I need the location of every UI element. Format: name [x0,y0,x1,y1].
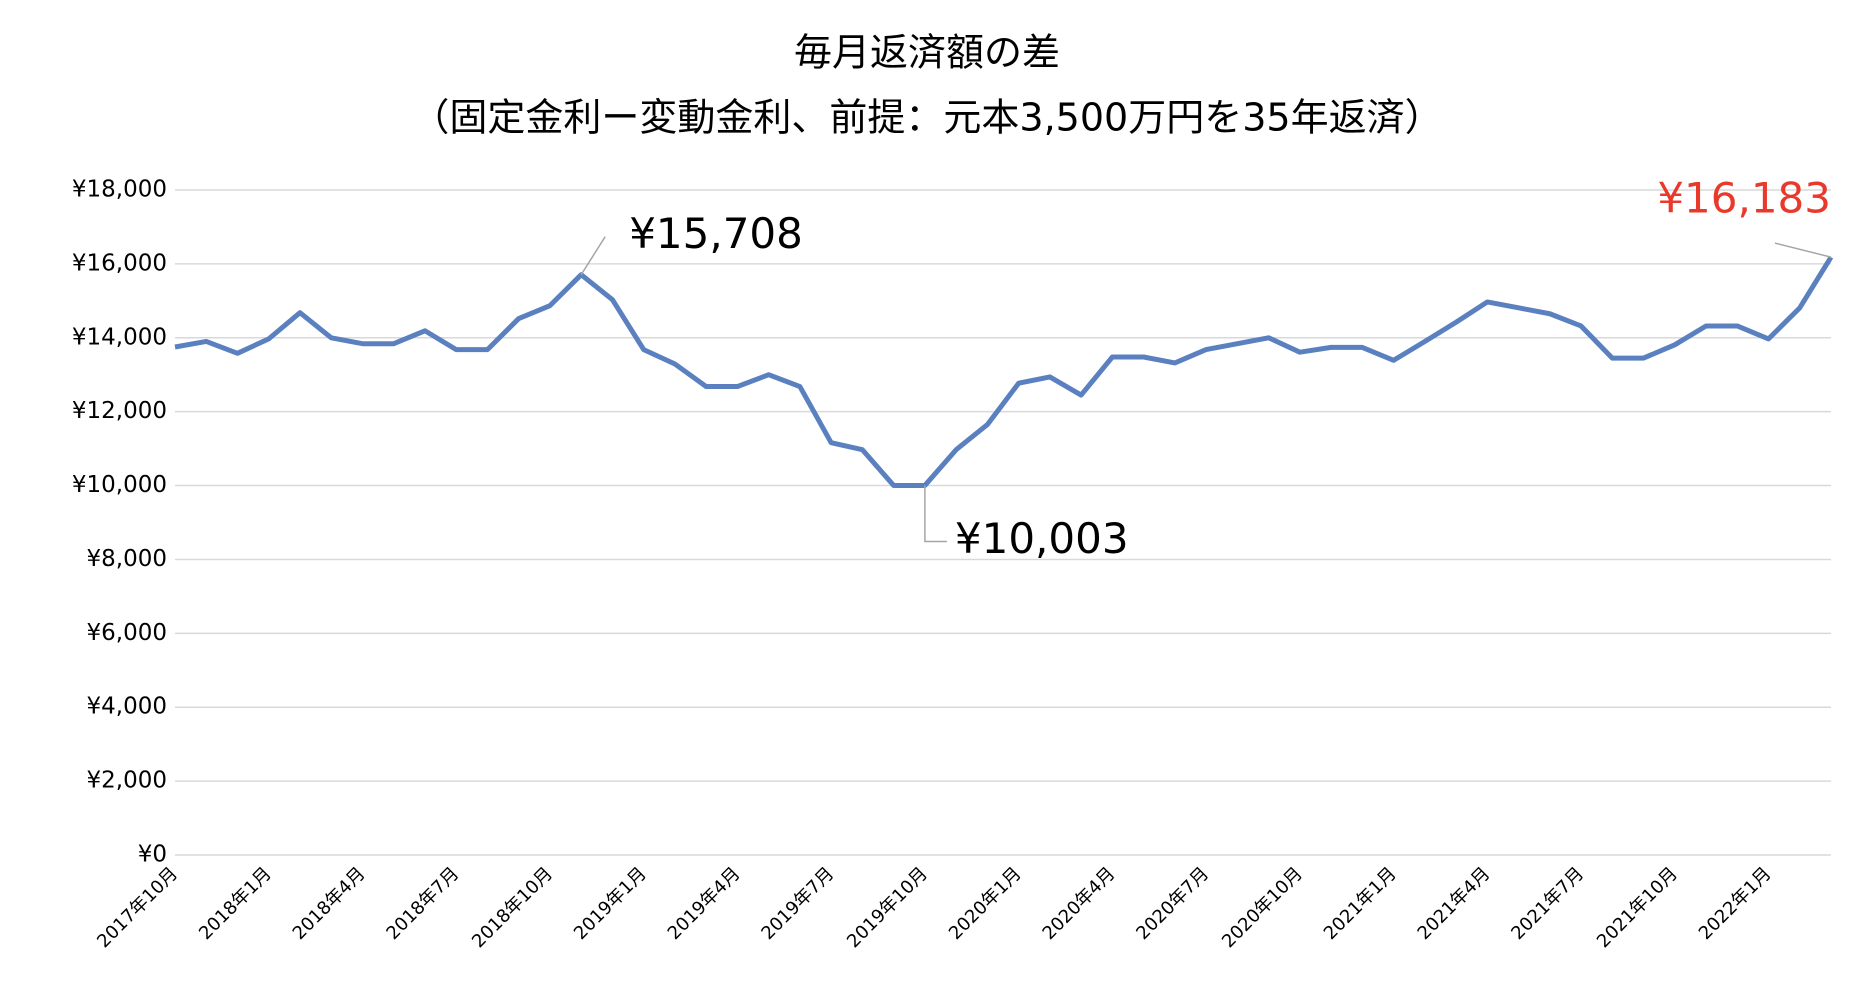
chart-title: 毎月返済額の差 [794,31,1060,75]
x-tick-label: 2019年7月 [757,863,838,944]
y-tick-label: ¥0 [138,842,167,868]
x-tick-label: 2020年1月 [945,863,1026,944]
data-line [174,255,1834,488]
x-tick-label: 2018年4月 [289,863,370,944]
y-tick-label: ¥18,000 [72,177,167,203]
x-tick-label: 2021年7月 [1507,863,1588,944]
y-tick-label: ¥10,000 [72,472,167,498]
x-tick-label: 2021年1月 [1320,863,1401,944]
x-tick-label: 2019年4月 [664,863,745,944]
x-tick-label: 2018年7月 [382,863,463,944]
x-tick-label: 2018年10月 [468,863,557,952]
chart-subtitle: （固定金利ー変動金利、前提：元本3,500万円を35年返済） [411,96,1442,140]
leader-line [1774,242,1832,258]
annotation-label: ¥10,003 [955,514,1129,563]
x-tick-label: 2019年1月 [570,863,651,944]
y-tick-label: ¥14,000 [72,324,167,350]
x-tick-label: 2020年7月 [1132,863,1213,944]
x-tick-label: 2017年10月 [93,863,182,952]
y-tick-label: ¥8,000 [87,546,167,572]
y-tick-label: ¥2,000 [87,768,167,794]
x-tick-label: 2020年4月 [1039,863,1120,944]
annotation-label: ¥16,183 [1657,174,1831,223]
x-tick-label: 2021年4月 [1414,863,1495,944]
y-tick-label: ¥12,000 [72,398,167,424]
leader-line [580,236,606,276]
x-tick-label: 2019年10月 [843,863,932,952]
y-tick-label: ¥4,000 [87,694,167,720]
x-tick-label: 2020年10月 [1218,863,1307,952]
annotation-label: ¥15,708 [629,209,803,258]
y-tick-label: ¥16,000 [72,250,167,276]
x-tick-label: 2021年10月 [1593,863,1682,952]
x-tick-label: 2022年1月 [1695,863,1776,944]
x-tick-label: 2018年1月 [195,863,276,944]
leader-line [924,485,947,543]
y-tick-label: ¥6,000 [87,620,167,646]
